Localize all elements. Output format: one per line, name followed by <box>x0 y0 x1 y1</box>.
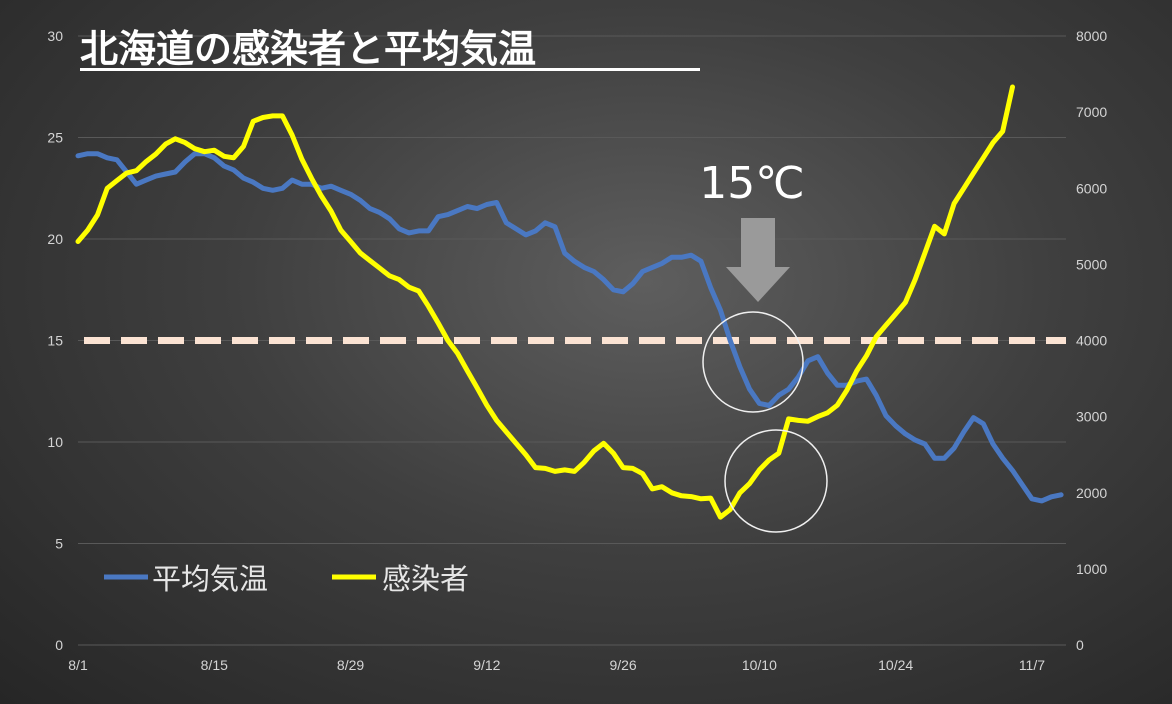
legend-label-cases: 感染者 <box>382 562 469 596</box>
right-axis-ticks: 0 1000 2000 3000 4000 5000 6000 7000 8000 <box>1076 28 1107 653</box>
series-line-temperature <box>75 151 1064 504</box>
right-tick-label: 4000 <box>1076 333 1107 349</box>
right-tick-label: 3000 <box>1076 409 1107 425</box>
x-tick-label: 10/10 <box>742 657 777 673</box>
chart-title: 北海道の感染者と平均気温 <box>80 27 536 71</box>
left-tick-label: 20 <box>47 231 63 247</box>
legend: 平均気温 感染者 <box>104 562 469 596</box>
right-tick-label: 0 <box>1076 637 1084 653</box>
series-line-cases <box>75 84 1015 520</box>
left-tick-label: 0 <box>55 637 63 653</box>
right-tick-label: 5000 <box>1076 256 1107 272</box>
down-arrow-icon <box>726 218 790 302</box>
left-tick-label: 30 <box>47 28 63 44</box>
highlight-circle-temperature <box>702 311 804 413</box>
highlight-circle-cases <box>724 429 828 533</box>
x-tick-label: 8/15 <box>201 657 228 673</box>
left-tick-label: 10 <box>47 434 63 450</box>
right-tick-label: 2000 <box>1076 485 1107 501</box>
x-tick-label: 10/24 <box>878 657 913 673</box>
right-tick-label: 8000 <box>1076 28 1107 44</box>
x-axis-ticks: 8/1 8/15 8/29 9/12 9/26 10/10 10/24 11/7 <box>68 657 1045 673</box>
left-tick-label: 25 <box>47 130 63 146</box>
legend-label-temperature: 平均気温 <box>152 562 268 596</box>
right-tick-label: 7000 <box>1076 104 1107 120</box>
x-tick-label: 11/7 <box>1019 657 1045 673</box>
left-tick-label: 5 <box>55 536 63 552</box>
x-tick-label: 8/29 <box>337 657 364 673</box>
x-tick-label: 8/1 <box>68 657 88 673</box>
x-tick-label: 9/26 <box>609 657 636 673</box>
annotation-label: 15℃ <box>699 158 804 209</box>
left-tick-label: 15 <box>47 333 63 349</box>
right-tick-label: 6000 <box>1076 180 1107 196</box>
title-underline <box>80 68 700 71</box>
x-tick-label: 9/12 <box>473 657 500 673</box>
right-tick-label: 1000 <box>1076 561 1107 577</box>
left-axis-ticks: 0 5 10 15 20 25 30 <box>47 28 63 653</box>
